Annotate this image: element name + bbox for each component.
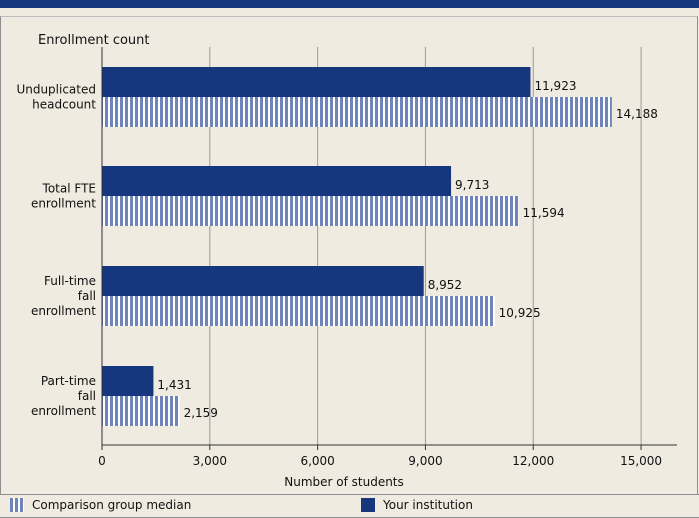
institution-bar — [102, 67, 531, 97]
comparison-value-label: 10,925 — [499, 306, 541, 320]
institution-value-label: 1,431 — [157, 378, 191, 392]
category-label-line: Total FTE — [42, 182, 96, 196]
chart-title: Enrollment count — [38, 33, 150, 48]
category-label-line: fall — [78, 289, 96, 303]
comparison-bar — [102, 97, 612, 127]
x-tick-label: 12,000 — [512, 454, 554, 468]
x-tick-label: 3,000 — [193, 454, 227, 468]
comparison-bar — [102, 296, 495, 326]
category-label-line: headcount — [32, 98, 96, 112]
plot-panel — [0, 16, 698, 494]
header-bar — [0, 0, 699, 8]
x-tick-label: 15,000 — [620, 454, 662, 468]
comparison-value-label: 14,188 — [616, 107, 658, 121]
x-tick-label: 6,000 — [300, 454, 334, 468]
institution-value-label: 9,713 — [455, 178, 489, 192]
category-label-line: fall — [78, 389, 96, 403]
category-label-line: Unduplicated — [16, 83, 96, 97]
institution-bar — [102, 366, 154, 396]
comparison-bar — [102, 196, 519, 226]
data-labels: 11,923 14,188 9,713 11,594 8,952 10,925 1,431 2… — [157, 79, 657, 420]
institution-swatch-icon — [361, 498, 375, 512]
legend-item-comparison: Comparison group median — [10, 498, 191, 512]
x-axis: 0 3,000 6,000 9,000 12,000 15,000 — [98, 47, 677, 468]
category-label: Part-time fall enrollment — [31, 374, 96, 418]
institution-value-label: 8,952 — [428, 278, 462, 292]
enrollment-bar-chart: Enrollment count 11,923 14,188 9,713 11,594… — [16, 33, 677, 489]
comparison-bar — [102, 396, 180, 426]
bars — [102, 67, 612, 426]
category-label: Full-time fall enrollment — [31, 274, 96, 318]
x-tick-label: 0 — [98, 454, 106, 468]
category-label-line: enrollment — [31, 404, 96, 418]
x-tick-label: 9,000 — [408, 454, 442, 468]
institution-bar — [102, 166, 452, 196]
category-label-line: enrollment — [31, 304, 96, 318]
legend-item-institution: Your institution — [361, 498, 473, 512]
comparison-value-label: 11,594 — [523, 206, 565, 220]
comparison-value-label: 2,159 — [184, 406, 218, 420]
comparison-swatch-icon — [10, 498, 24, 512]
x-axis-title: Number of students — [284, 475, 404, 489]
legend: Comparison group median Your institution — [0, 494, 699, 518]
institution-value-label: 11,923 — [534, 79, 576, 93]
category-label: Total FTE enrollment — [31, 182, 96, 211]
category-label-line: enrollment — [31, 197, 96, 211]
category-label: Unduplicated headcount — [16, 83, 96, 112]
category-label-line: Part-time — [41, 374, 96, 388]
category-label-line: Full-time — [44, 274, 96, 288]
legend-label-comparison: Comparison group median — [32, 498, 192, 512]
legend-label-institution: Your institution — [383, 498, 473, 512]
institution-bar — [102, 266, 424, 296]
